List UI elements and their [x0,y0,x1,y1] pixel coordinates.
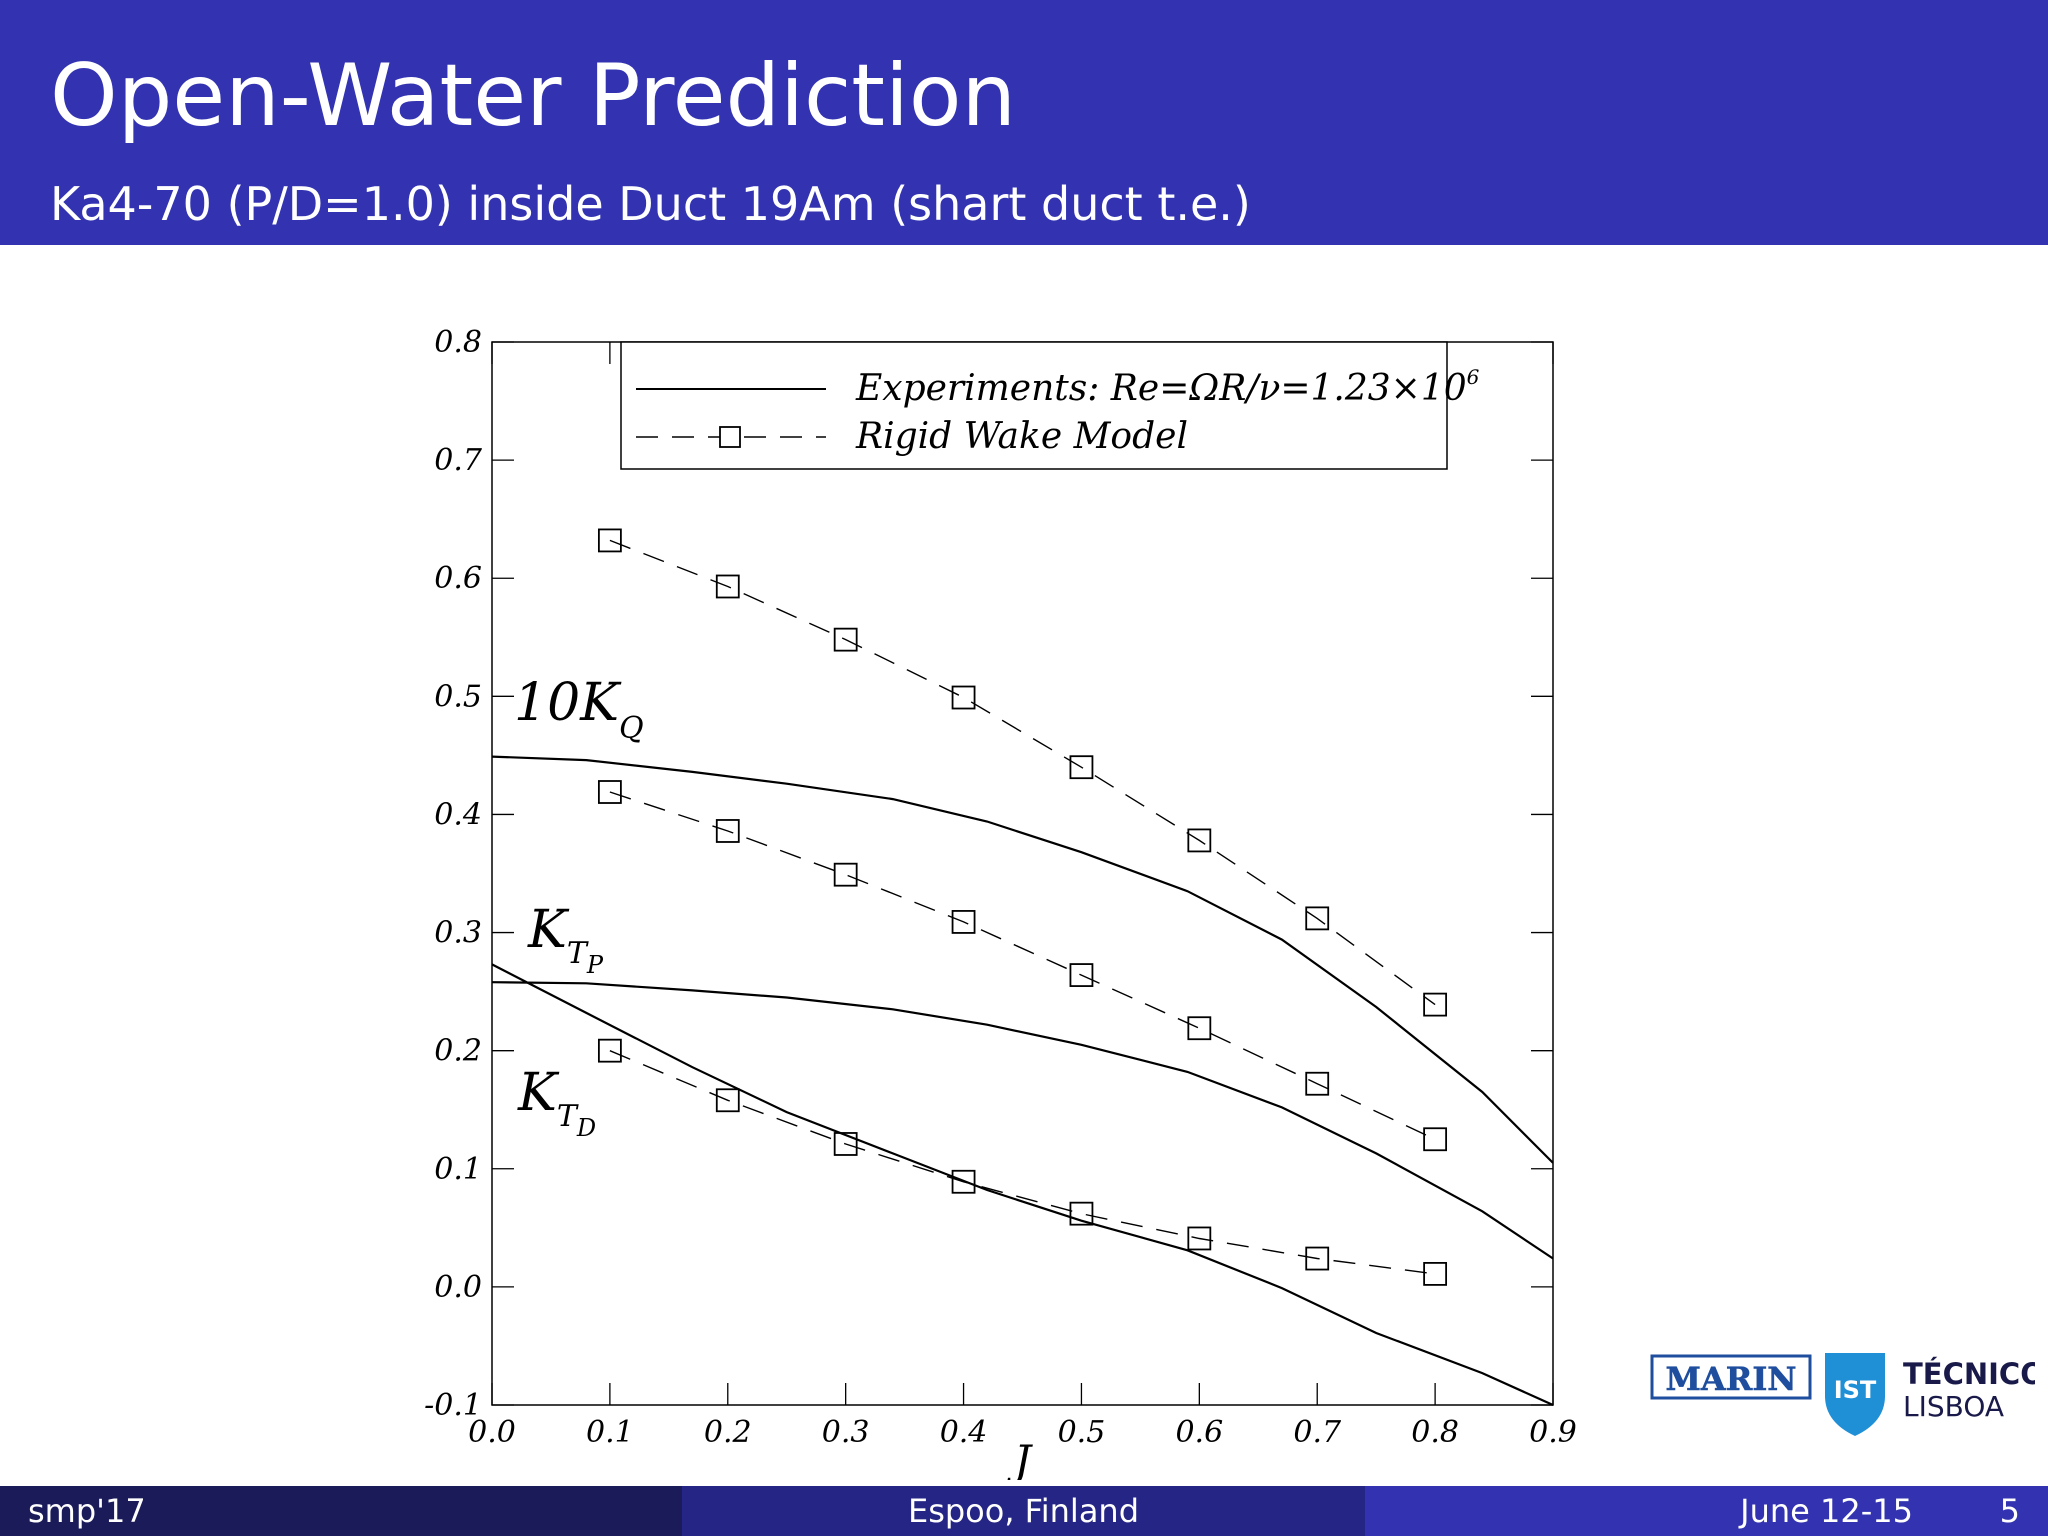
y-tick-label: 0.0 [434,1270,482,1305]
x-tick-label: 0.2 [704,1415,752,1450]
x-axis-label: J [1006,1436,1033,1480]
curve-label-ktd-sub: T [557,1099,579,1134]
series-line-4 [609,791,1436,1140]
x-tick-label: 0.6 [1175,1415,1223,1450]
series-line-5 [609,1050,1436,1275]
data-point-marker [1187,1016,1212,1041]
open-water-chart: 0.0 0.1 0.2 0.3 0.4 0.5 0.6 0.7 0.8 0.9-0.10.00.1… [424,325,1577,1480]
logos: MARIN IST TÉCNICO LISBOA [1650,1348,2045,1438]
curve-labels: 10KQ KTP KTD [514,673,644,1142]
x-tick-label: 0.1 [586,1415,634,1450]
partner-logos: MARIN IST TÉCNICO LISBOA [1650,1353,2045,1436]
x-tick-label: 0.0 [468,1415,516,1450]
curve-label-ktp-main: K [527,900,570,960]
data-point-marker [1423,1261,1448,1286]
data-point-marker [715,819,740,843]
data-point-marker [951,1169,976,1194]
x-tick-label: 0.8 [1411,1415,1459,1450]
x-tick-label: 0.7 [1293,1415,1342,1450]
y-tick-label: 0.4 [434,797,482,832]
data-point-marker [1069,963,1094,987]
x-tick-label: 0.9 [1529,1415,1577,1450]
curve-label-ktd: KTD [517,1063,596,1142]
series-line-2 [491,963,1554,1407]
legend-experiments: Experiments: Re=ΩR/ν=1.23×106 [855,365,1480,409]
data-point-marker [715,574,740,599]
data-point-marker [1305,1071,1330,1096]
marin-logo: MARIN [1650,1354,1812,1400]
curve-label-ktp: KTP [527,900,604,979]
data-point-marker [833,627,858,652]
curve-label-ktd-main: K [517,1063,560,1123]
y-tick-label: 0.5 [434,679,482,714]
slide-title: Open-Water Prediction [50,46,1017,146]
curve-label-ktp-subsub: P [586,951,604,979]
data-point-marker [1423,1127,1448,1152]
x-tick-label: 0.4 [940,1415,988,1450]
data-point-marker [715,1088,740,1113]
data-point-marker [833,862,858,887]
data-point-marker [1069,1201,1094,1226]
marin-logo-text: MARIN [1665,1360,1796,1398]
data-point-marker [951,910,976,934]
page-number: 5 [1999,1492,2020,1530]
data-point-marker [1423,992,1448,1017]
x-tick-label: 0.3 [822,1415,870,1450]
slide-subtitle: Ka4-70 (P/D=1.0) inside Duct 19Am (shart… [50,177,1251,231]
tecnico-line2: LISBOA [1903,1390,2004,1423]
y-tick-label: -0.1 [424,1388,482,1423]
curve-label-kq-sub: Q [619,711,644,746]
footer-left: smp'17 [0,1486,682,1536]
data-point-marker [1187,828,1212,853]
legend-experiments-exponent: 6 [1467,365,1480,389]
footer-center: Espoo, Finland [682,1486,1365,1536]
chart-legend: Experiments: Re=ΩR/ν=1.23×106 Rigid Wake… [620,341,1480,470]
x-tick-label: 0.5 [1058,1415,1106,1450]
curve-label-kq-main: 10K [514,673,622,733]
plot-frame [491,341,1554,1406]
legend-square-marker [719,426,741,448]
data-point-marker [597,780,622,804]
footer-right: June 12-15 5 [1365,1486,2048,1536]
data-point-marker [597,1038,622,1063]
series-layer [491,528,1554,1407]
footer-location: Espoo, Finland [907,1492,1140,1530]
slide-header: Open-Water Prediction Ka4-70 (P/D=1.0) i… [0,0,2048,245]
data-point-marker [833,1132,858,1156]
legend-model: Rigid Wake Model [855,416,1188,457]
curve-label-kq: 10KQ [514,673,644,746]
footer-date: June 12-15 [1740,1492,1913,1530]
ist-shield-icon: IST [1825,1353,1885,1436]
ist-mark-text: IST [1834,1376,1877,1404]
y-tick-label: 0.3 [434,916,482,951]
slide-footer: smp'17 Espoo, Finland June 12-15 5 [0,1486,2048,1536]
data-point-marker [597,528,622,553]
curve-label-ktd-subsub: D [576,1114,596,1142]
data-point-marker [1069,755,1094,780]
series-line-1 [491,981,1554,1260]
y-tick-label: 0.1 [434,1152,482,1187]
y-tick-label: 0.6 [434,561,482,596]
data-point-marker [1187,1226,1212,1251]
series-line-0 [491,755,1554,1164]
legend-experiments-text: Experiments: Re=ΩR/ν=1.23×10 [855,368,1467,409]
y-tick-label: 0.2 [434,1034,482,1069]
y-tick-label: 0.7 [434,443,483,478]
curve-label-ktp-sub: T [567,936,589,971]
data-point-marker [1305,906,1330,931]
y-tick-label: 0.8 [434,325,482,360]
axes: 0.0 0.1 0.2 0.3 0.4 0.5 0.6 0.7 0.8 0.9-0.10.00.1… [424,325,1577,1480]
footer-conference: smp'17 [28,1492,146,1530]
tecnico-line1: TÉCNICO [1903,1357,2035,1391]
data-point-marker [1305,1246,1330,1271]
legend-box [620,341,1448,470]
series-line-3 [609,539,1436,1006]
data-point-marker [951,685,976,710]
